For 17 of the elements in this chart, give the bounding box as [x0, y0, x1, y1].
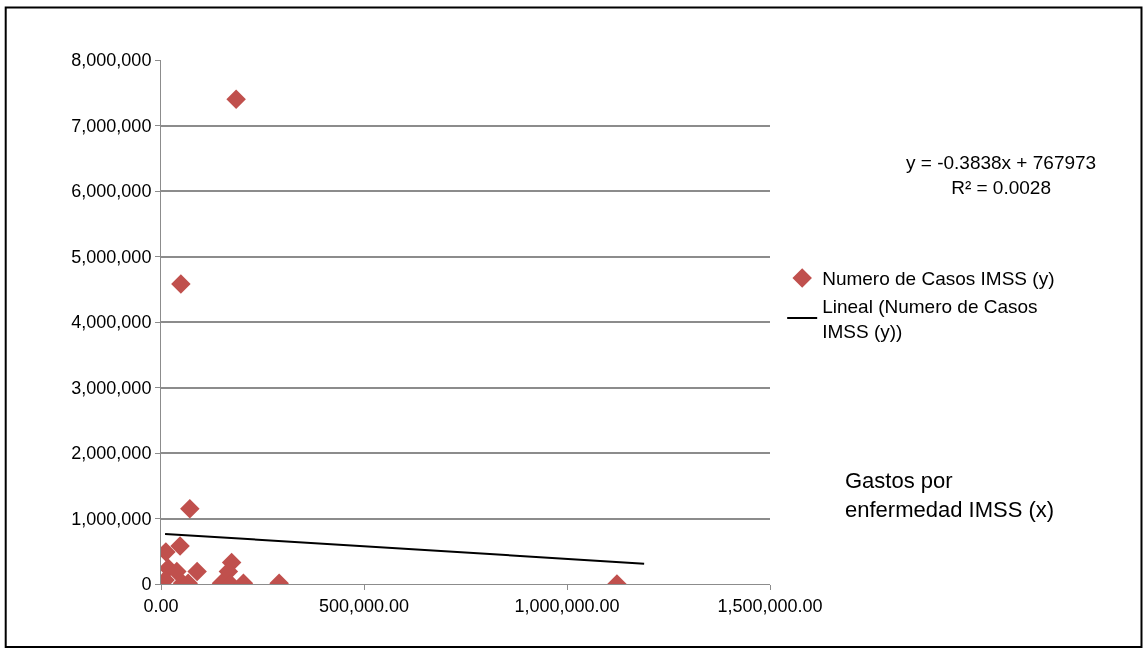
x-tick-label: 1,500,000.00 [717, 595, 823, 616]
legend-label: Numero de Casos IMSS (y) [822, 268, 1055, 290]
y-tick-label: 6,000,000 [71, 181, 152, 202]
x-tick-label: 500,000.00 [318, 595, 410, 616]
y-tick-label: 8,000,000 [71, 50, 152, 71]
y-tick-label: 7,000,000 [71, 115, 152, 136]
legend-label: Lineal (Numero de Casos IMSS (y)) [822, 296, 1038, 342]
x-tick-label: 1,000,000.00 [514, 595, 620, 616]
x-tick-label: 0.00 [143, 595, 179, 616]
x-axis-title: Gastos por enfermedad IMSS (x) [845, 468, 1055, 522]
y-tick-label: 1,000,000 [71, 508, 152, 529]
text: y = -0.3838x + 767973 R² = 0.0028 [906, 152, 1097, 198]
y-tick-label: 0 [141, 574, 152, 595]
y-tick-label: 4,000,000 [71, 312, 152, 333]
y-tick-label: 3,000,000 [71, 377, 152, 398]
y-tick-label: 2,000,000 [71, 443, 152, 464]
y-tick-label: 5,000,000 [71, 246, 152, 267]
